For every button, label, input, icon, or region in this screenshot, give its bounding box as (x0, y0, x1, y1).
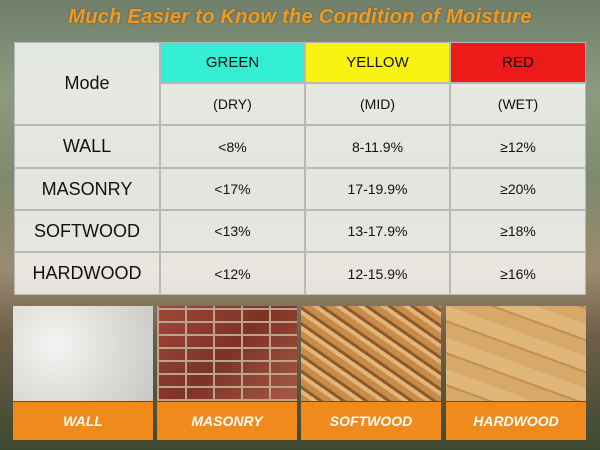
material-image (446, 306, 586, 401)
subheader-cell: (DRY) (160, 83, 305, 125)
subheader-cell: (MID) (305, 83, 450, 125)
material-label: MASONRY (157, 402, 297, 440)
material-label: HARDWOOD (446, 402, 586, 440)
subheader-cell: (WET) (450, 83, 586, 125)
value-cell: ≥12% (450, 125, 586, 168)
value-cell: <17% (160, 168, 305, 210)
value-cell: 17-19.9% (305, 168, 450, 210)
value-cell: 8-11.9% (305, 125, 450, 168)
title: Much Easier to Know the Condition of Moi… (68, 6, 532, 28)
mode-cell: HARDWOOD (14, 252, 160, 295)
material-image (157, 306, 297, 401)
mode-cell: SOFTWOOD (14, 210, 160, 252)
header-cell: YELLOW (305, 42, 450, 83)
value-cell: 13-17.9% (305, 210, 450, 252)
header-cell: Mode (14, 42, 160, 125)
value-cell: ≥20% (450, 168, 586, 210)
value-cell: <8% (160, 125, 305, 168)
material-label: WALL (13, 402, 153, 440)
value-cell: <12% (160, 252, 305, 295)
mode-cell: MASONRY (14, 168, 160, 210)
value-cell: 12-15.9% (305, 252, 450, 295)
value-cell: ≥18% (450, 210, 586, 252)
header-cell: GREEN (160, 42, 305, 83)
material-image (301, 306, 441, 401)
mode-cell: WALL (14, 125, 160, 168)
header-cell: RED (450, 42, 586, 83)
material-image (13, 306, 153, 401)
value-cell: <13% (160, 210, 305, 252)
material-label: SOFTWOOD (301, 402, 441, 440)
value-cell: ≥16% (450, 252, 586, 295)
